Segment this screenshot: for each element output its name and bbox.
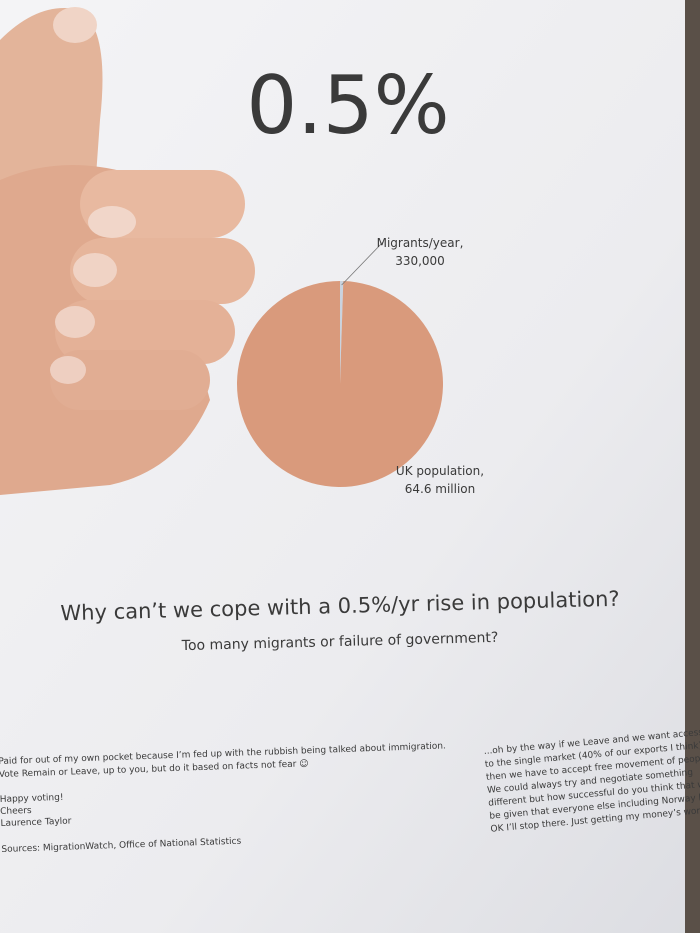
pie-slice <box>340 281 344 384</box>
value-label: 64.6 million <box>405 482 476 496</box>
footer-text: Happy voting! <box>0 793 64 805</box>
footer-text: Cheers <box>0 806 32 817</box>
value-label: 330,000 <box>395 254 445 268</box>
table-edge <box>685 0 700 933</box>
pie-slice <box>236 281 443 487</box>
headline: 0.5% <box>246 59 449 152</box>
footer-text: Laurence Taylor <box>0 817 71 829</box>
slice-label: Migrants/year, <box>377 236 464 250</box>
pie-chart: Migrants/year, 330,000 UK population, 64.6 … <box>236 236 484 496</box>
leader-line <box>341 241 384 286</box>
hand <box>0 7 255 495</box>
slice-label: UK population, <box>396 464 484 478</box>
